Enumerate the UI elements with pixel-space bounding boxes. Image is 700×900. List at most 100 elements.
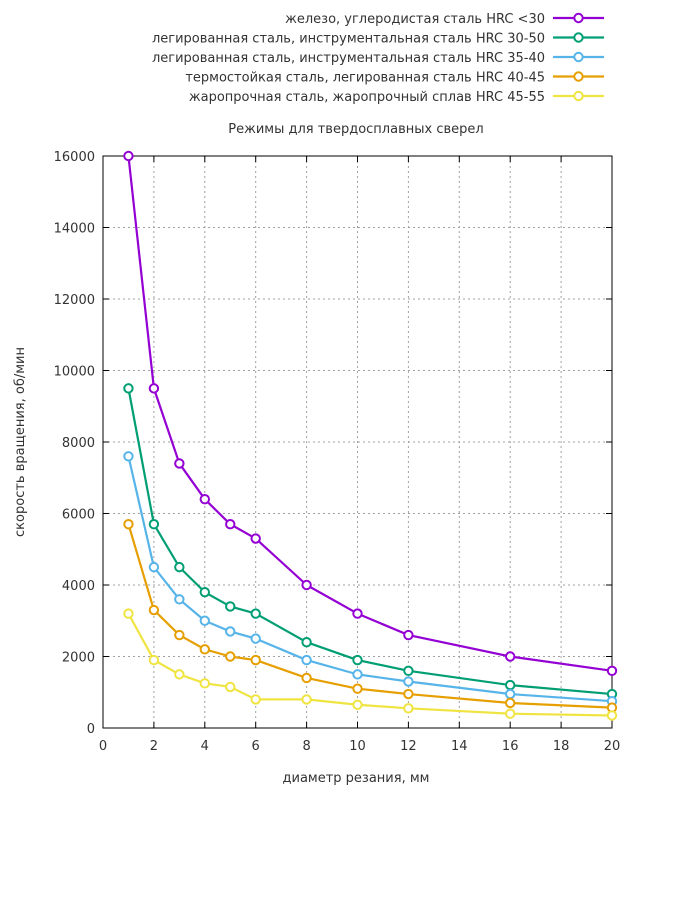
data-point xyxy=(403,629,414,641)
series-1 xyxy=(123,150,618,676)
data-point xyxy=(352,699,363,710)
legend-label: легированная сталь, инструментальная ста… xyxy=(152,51,545,66)
data-point xyxy=(403,703,414,714)
x-tick-label: 20 xyxy=(604,739,621,754)
y-tick-label: 0 xyxy=(87,722,95,737)
data-point xyxy=(352,608,363,619)
data-point xyxy=(123,608,134,619)
data-point xyxy=(148,561,160,573)
data-point xyxy=(123,519,134,530)
data-point xyxy=(301,637,312,648)
y-tick-label: 10000 xyxy=(54,365,95,380)
data-point xyxy=(403,676,414,687)
data-point xyxy=(352,669,363,680)
data-point xyxy=(123,150,134,162)
data-point xyxy=(225,651,236,662)
chart-title: Режимы для твердосплавных сверел xyxy=(228,122,483,137)
data-point xyxy=(301,694,312,705)
data-point xyxy=(606,665,618,676)
x-tick-label: 2 xyxy=(150,739,158,754)
data-point xyxy=(250,633,261,644)
x-tick-label: 18 xyxy=(553,739,570,754)
x-axis-label: диаметр резания, мм xyxy=(283,771,430,786)
data-point xyxy=(352,654,363,666)
data-point xyxy=(174,594,185,605)
data-point xyxy=(505,679,516,691)
x-tick-label: 6 xyxy=(252,739,260,754)
data-point xyxy=(199,586,211,598)
x-tick-label: 16 xyxy=(502,739,519,754)
legend-marker xyxy=(573,90,584,102)
x-tick-label: 10 xyxy=(349,739,366,754)
data-point xyxy=(225,681,236,693)
data-point xyxy=(123,383,134,394)
y-tick-label: 16000 xyxy=(54,150,95,165)
data-point xyxy=(199,678,211,689)
x-tick-label: 14 xyxy=(451,739,468,754)
axis-ticks: 0 2 4 6 8 10 12 14 16 18 20 0 2000 4000 6000 8000 10000 1… xyxy=(54,150,621,754)
data-point xyxy=(174,669,185,680)
legend-item-3: легированная сталь, инструментальная ста… xyxy=(152,51,604,66)
legend-marker xyxy=(573,12,584,24)
data-point xyxy=(148,604,160,616)
series-2 xyxy=(123,383,618,700)
y-tick-label: 4000 xyxy=(62,579,95,594)
data-point xyxy=(199,644,211,655)
data-point xyxy=(301,579,312,591)
series-line xyxy=(127,613,613,717)
data-point xyxy=(403,688,414,700)
data-point xyxy=(403,665,414,676)
legend-label: железо, углеродистая сталь HRC <30 xyxy=(285,12,545,27)
legend-item-2: легированная сталь, инструментальная ста… xyxy=(152,32,604,47)
data-point xyxy=(301,654,312,666)
data-point xyxy=(352,683,363,694)
data-point xyxy=(199,494,211,505)
legend-marker xyxy=(573,71,584,82)
legend-item-1: железо, углеродистая сталь HRC <30 xyxy=(285,12,604,27)
legend: железо, углеродистая сталь HRC <30 легиро… xyxy=(152,12,604,105)
y-axis-label: скорость вращения, об/мин xyxy=(13,347,28,537)
data-point xyxy=(225,601,236,612)
y-tick-label: 8000 xyxy=(62,436,95,451)
data-point xyxy=(148,654,160,666)
legend-marker xyxy=(573,32,584,43)
series-layer xyxy=(123,150,618,721)
y-tick-label: 12000 xyxy=(54,293,95,308)
data-point xyxy=(174,561,185,573)
data-point xyxy=(505,688,516,700)
legend-item-4: термостойкая сталь, легированная сталь H… xyxy=(185,71,604,86)
data-point xyxy=(505,697,516,709)
data-point xyxy=(606,710,618,721)
data-point xyxy=(123,451,134,462)
y-tick-label: 14000 xyxy=(54,222,95,237)
data-point xyxy=(174,629,185,641)
legend-label: термостойкая сталь, легированная сталь H… xyxy=(185,71,545,86)
series-4 xyxy=(123,519,618,713)
y-tick-label: 2000 xyxy=(62,651,95,666)
x-tick-label: 12 xyxy=(400,739,417,754)
legend-label: жаропрочная сталь, жаропрочный сплав HRC… xyxy=(189,90,545,105)
data-point xyxy=(250,654,261,666)
x-tick-label: 4 xyxy=(201,739,209,754)
legend-marker xyxy=(573,51,584,63)
data-point xyxy=(199,615,211,626)
data-point xyxy=(301,672,312,684)
x-tick-label: 0 xyxy=(99,739,107,754)
series-5 xyxy=(123,608,618,721)
data-point xyxy=(505,651,516,662)
data-point xyxy=(250,694,261,705)
data-point xyxy=(250,608,261,619)
data-point xyxy=(505,708,516,719)
data-point xyxy=(174,458,185,469)
x-tick-label: 8 xyxy=(302,739,310,754)
data-point xyxy=(225,626,236,637)
data-point xyxy=(148,519,160,530)
data-point xyxy=(250,533,261,544)
data-point xyxy=(148,383,160,394)
data-point xyxy=(225,519,236,530)
y-tick-label: 6000 xyxy=(62,508,95,523)
legend-item-5: жаропрочная сталь, жаропрочный сплав HRC… xyxy=(189,90,604,105)
grid xyxy=(103,156,612,728)
legend-label: легированная сталь, инструментальная ста… xyxy=(152,32,545,47)
